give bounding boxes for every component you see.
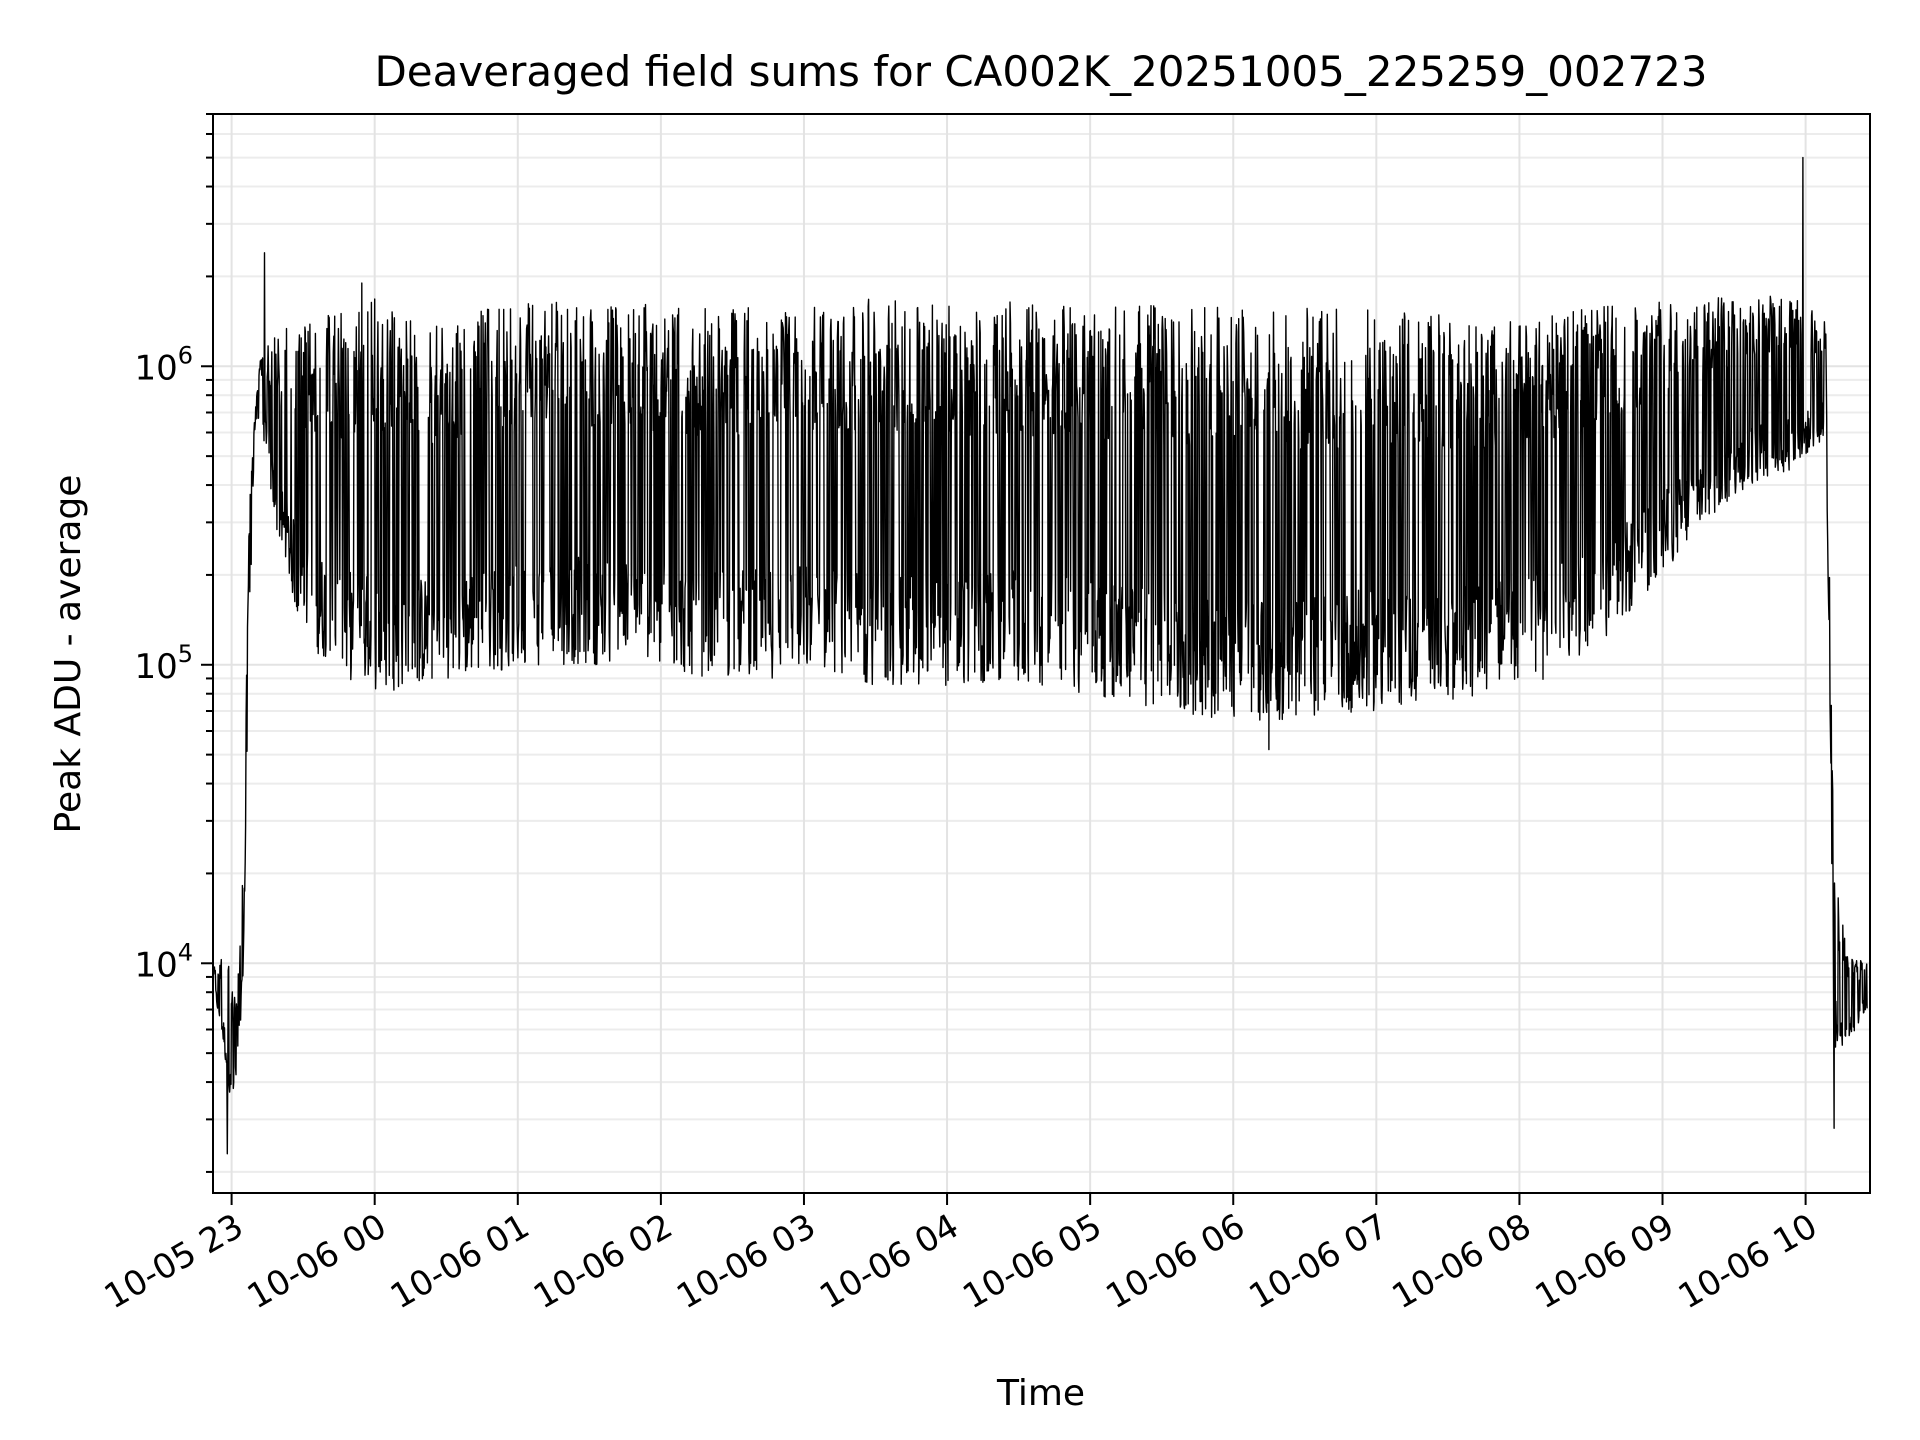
series-layer bbox=[213, 156, 1868, 1155]
plot-frame bbox=[212, 113, 1871, 1194]
series-line bbox=[213, 156, 1868, 1155]
chart-title: Deaveraged field sums for CA002K_2025100… bbox=[374, 47, 1707, 96]
y-tick-label: 105 bbox=[134, 640, 193, 687]
y-tick-label: 106 bbox=[134, 341, 193, 388]
y-axis-label: Peak ADU - average bbox=[48, 475, 89, 834]
y-tick-label: 104 bbox=[134, 938, 193, 985]
x-axis-label: Time bbox=[996, 1373, 1085, 1414]
